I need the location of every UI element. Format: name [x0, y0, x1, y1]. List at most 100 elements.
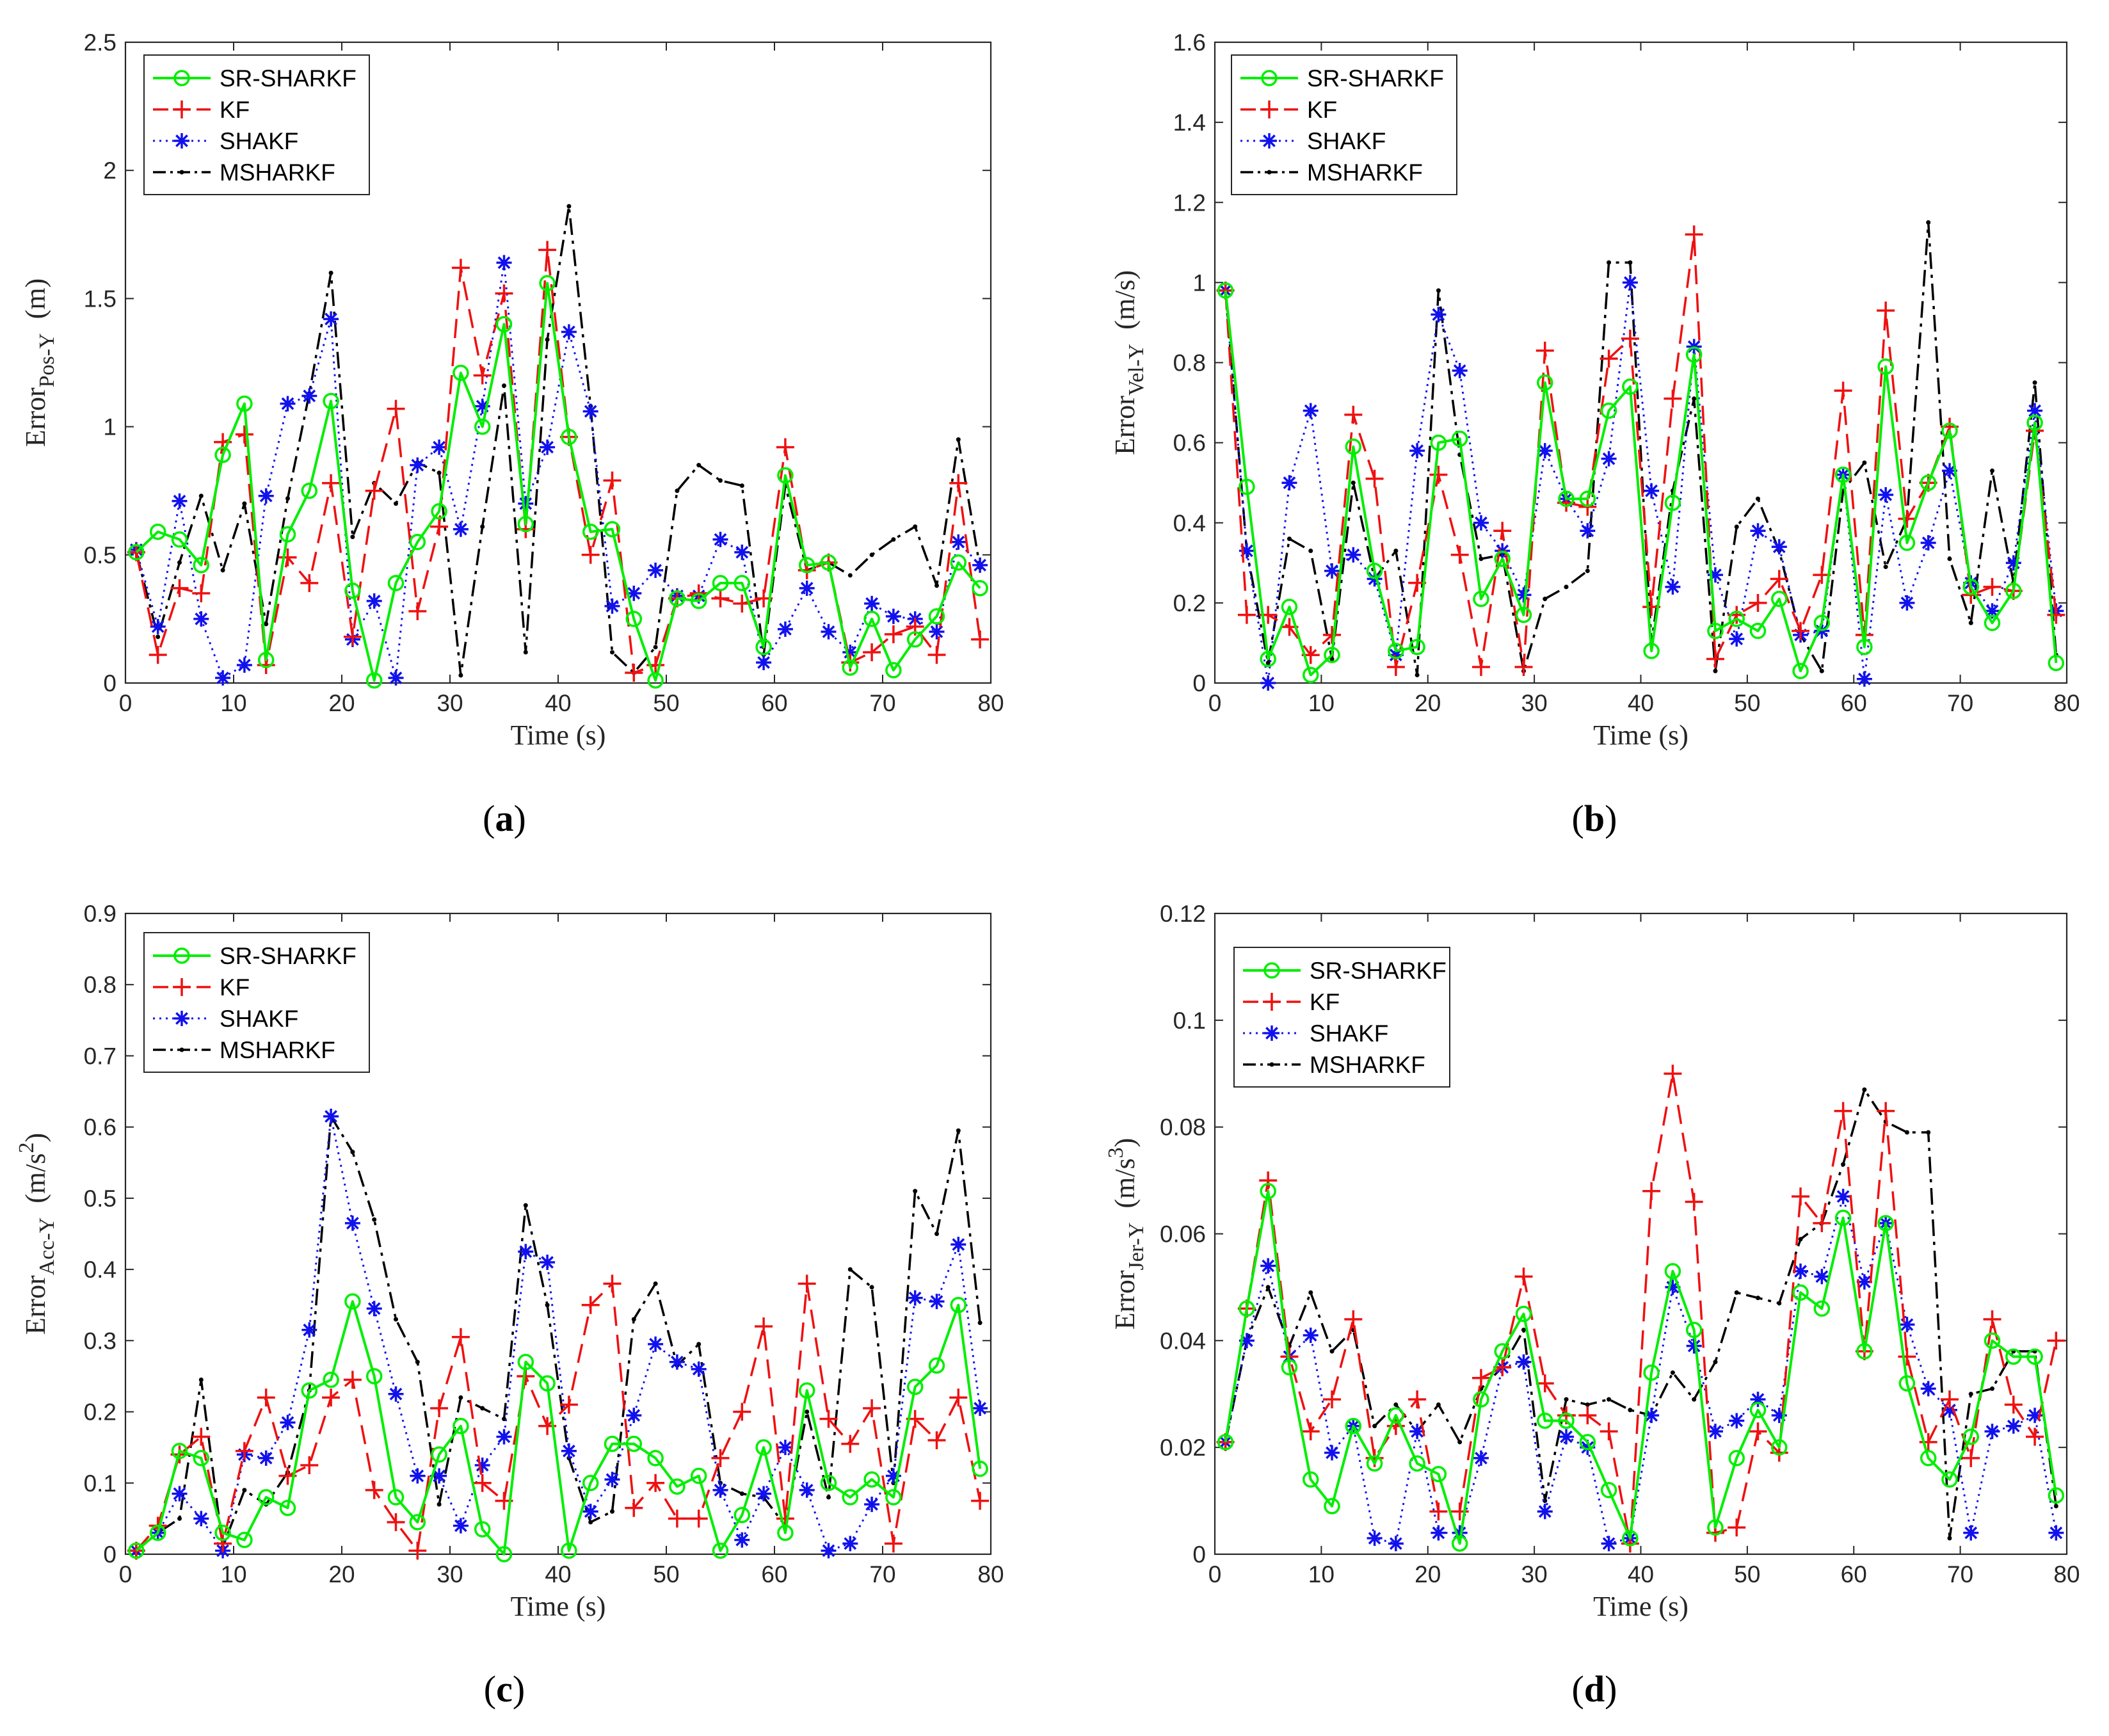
data-point: [495, 1546, 513, 1563]
data-point: [891, 537, 896, 542]
y-axis-label-unit: (m): [20, 278, 51, 334]
data-point: [1814, 1269, 1830, 1285]
data-point: [1409, 1455, 1425, 1472]
data-point: [711, 1449, 730, 1467]
data-point: [734, 1532, 750, 1548]
data-point: [1947, 556, 1952, 561]
data-point: [1856, 1274, 1872, 1290]
data-point: [1819, 668, 1824, 673]
legend-label: KF: [220, 974, 250, 1001]
data-point: [430, 1399, 449, 1417]
data-point: [1968, 620, 1973, 625]
data-point: [431, 1468, 447, 1484]
data-point: [1728, 611, 1745, 627]
x-tick-label: 60: [761, 1561, 787, 1587]
data-point: [214, 1524, 231, 1541]
data-point: [847, 573, 853, 578]
y-tick-label: 0.12: [1160, 901, 1206, 927]
data-point: [474, 1457, 490, 1473]
data-point: [2048, 654, 2065, 671]
data-point: [1436, 1402, 1441, 1407]
data-point: [365, 481, 383, 500]
series-line: [1224, 221, 2058, 677]
data-point: [1898, 1375, 1916, 1392]
data-point: [863, 611, 880, 627]
data-point: [928, 608, 945, 625]
data-point: [1388, 647, 1404, 663]
data-point: [977, 1321, 982, 1326]
data-point: [841, 1435, 860, 1453]
series-line: [135, 1115, 981, 1552]
data-point: [712, 1482, 728, 1498]
y-tick-label: 0.2: [84, 1399, 116, 1426]
data-point: [453, 1418, 469, 1435]
series-line: [1224, 290, 2058, 677]
data-point: [1856, 671, 1872, 687]
data-point: [473, 1474, 492, 1492]
data-point: [1707, 622, 1724, 639]
data-point: [869, 552, 874, 558]
series-line: [135, 1300, 982, 1555]
data-point: [322, 1388, 341, 1407]
data-point: [863, 1471, 880, 1488]
x-tick-label: 40: [545, 690, 571, 716]
y-axis-label-superscript: 3: [1104, 1147, 1128, 1158]
data-point: [1431, 307, 1447, 323]
data-point: [372, 1217, 377, 1222]
legend-marker: [174, 133, 189, 149]
y-tick-label: 0.5: [84, 542, 116, 568]
data-point: [756, 654, 772, 670]
data-point: [2004, 1395, 2023, 1414]
data-point: [1451, 1535, 1468, 1552]
legend-marker: [173, 100, 191, 118]
data-point: [2032, 380, 2037, 385]
data-point: [1878, 486, 1894, 502]
data-point: [1898, 534, 1916, 551]
data-point: [1473, 1391, 1489, 1408]
data-point: [1665, 579, 1681, 595]
data-point: [776, 438, 794, 456]
data-point: [1365, 469, 1384, 488]
data-point: [604, 521, 621, 538]
x-tick-label: 0: [119, 690, 132, 716]
data-point: [1622, 1530, 1639, 1547]
data-point: [1734, 524, 1739, 529]
x-tick-label: 30: [1521, 1561, 1548, 1587]
data-point: [1771, 1439, 1788, 1456]
data-point: [300, 1456, 319, 1474]
data-point: [220, 568, 225, 573]
data-point: [669, 1478, 686, 1495]
data-point: [1409, 1424, 1425, 1440]
data-point: [847, 1267, 853, 1272]
data-point: [907, 1290, 923, 1306]
data-point: [1393, 1402, 1399, 1407]
data-point: [755, 1439, 772, 1456]
data-point: [1515, 606, 1532, 623]
y-tick-label: 1: [103, 414, 116, 440]
data-point: [1770, 570, 1788, 588]
legend-marker: [173, 978, 191, 996]
data-point: [1963, 1525, 1979, 1541]
data-point: [1792, 622, 1810, 640]
y-axis-label: ErrorVel-Y (m/s): [1109, 270, 1148, 455]
data-point: [1217, 1434, 1234, 1451]
data-point: [453, 1518, 469, 1534]
data-point: [540, 1254, 556, 1270]
data-point: [1345, 1418, 1362, 1435]
data-point: [518, 1244, 534, 1260]
data-point: [1813, 1300, 1831, 1317]
data-point: [1941, 463, 1957, 479]
data-point: [344, 583, 361, 599]
data-point: [242, 1488, 247, 1493]
data-point: [1904, 1130, 1909, 1135]
data-point: [540, 439, 556, 455]
x-tick-label: 80: [977, 1561, 1004, 1587]
data-point: [739, 483, 744, 488]
data-point: [1516, 587, 1532, 603]
y-axis-label-unit: (m/s: [1109, 1158, 1141, 1222]
y-tick-label: 1.6: [1173, 29, 1206, 56]
data-point: [1521, 1328, 1526, 1333]
panel-caption: (a): [483, 798, 526, 839]
data-point: [1834, 1209, 1852, 1226]
data-point: [675, 488, 680, 494]
